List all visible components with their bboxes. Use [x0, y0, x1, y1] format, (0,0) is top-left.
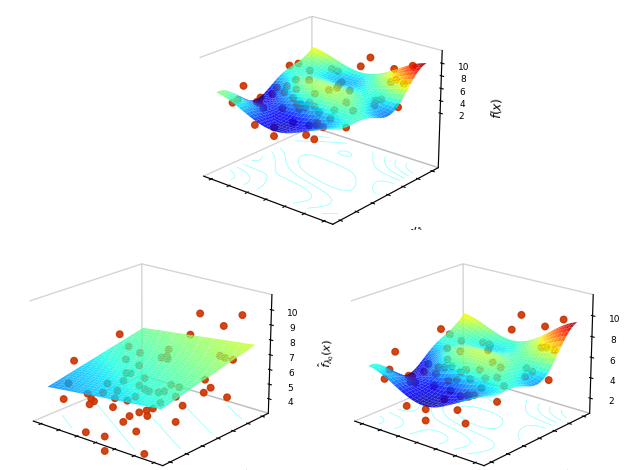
- X-axis label: $x_2$: $x_2$: [231, 230, 249, 248]
- Y-axis label: $x_1$: $x_1$: [409, 223, 428, 241]
- Y-axis label: $x_1$: $x_1$: [560, 466, 579, 470]
- Y-axis label: $x_1$: $x_1$: [239, 466, 258, 470]
